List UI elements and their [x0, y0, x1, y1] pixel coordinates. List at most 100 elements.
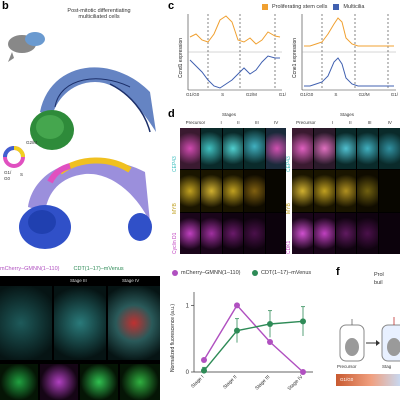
legend-swatch-blue	[333, 4, 340, 10]
data-point	[267, 321, 273, 327]
image-tile	[54, 286, 106, 360]
panel-f-label: f	[336, 266, 340, 278]
image-tile	[335, 128, 357, 170]
panel-e-legend: mCherry–GMNN(1–110) CDT(1–17)–mVenus	[0, 266, 124, 272]
image-tile	[313, 212, 335, 254]
data-point	[300, 369, 306, 375]
microscopy-grid-left	[180, 128, 286, 254]
umap-plots	[3, 32, 156, 249]
stages-title-left: Stages	[222, 112, 237, 117]
series-line	[203, 320, 304, 372]
image-tile	[180, 212, 201, 254]
image-tile	[244, 128, 265, 170]
image-tile	[222, 212, 244, 254]
row-label-cep43-left: CEP43	[172, 156, 178, 172]
row-label-cyclind1-left: Cyclin D1	[172, 232, 178, 254]
line-plot-ylabel: Normalized fluorescence (a.u.)	[170, 303, 176, 372]
image-tile	[222, 128, 244, 170]
legend-marker-purple	[172, 270, 178, 276]
image-tile	[335, 212, 357, 254]
cell-schematic	[339, 317, 400, 362]
expression-plots	[187, 14, 396, 91]
panel-c-legend: Proliferating stem cells Multicilia	[262, 4, 364, 10]
image-tile	[40, 364, 78, 400]
cell-cycle-bar: G1/G0	[336, 374, 400, 386]
xticks-left: G1/G0 S G2/M G1/	[186, 92, 286, 97]
image-tile	[265, 212, 286, 254]
image-tile	[222, 170, 244, 212]
row-label-cdk1-right: CDK1	[286, 240, 292, 254]
col-headers-right: Precursor I II III IV	[296, 120, 392, 125]
y-tick-label: 1	[186, 303, 190, 309]
fluorescence-line-plot: 0 1 Stage I Stage II Stage III Stage IV	[186, 292, 313, 392]
x-tick-label: Stage IV	[287, 374, 305, 392]
image-tile	[180, 170, 201, 212]
cell-cycle-wheel-icon	[3, 146, 25, 168]
x-tick-label: Stage II	[222, 374, 238, 390]
image-tile	[265, 170, 286, 212]
x-tick-label: Stage III	[254, 374, 271, 391]
wheel-g2m-label: G2/M	[26, 140, 38, 145]
data-point	[267, 339, 273, 345]
image-tile	[244, 170, 265, 212]
image-tile	[244, 212, 265, 254]
row-label-myb-right: MYB	[286, 203, 292, 214]
data-point	[234, 327, 240, 334]
legend-swatch-orange	[262, 4, 268, 10]
data-point	[201, 357, 207, 363]
image-tile	[379, 170, 400, 212]
ylabel-ccne1: Ccne1 expression	[292, 37, 298, 78]
xticks-right: G1/G0 S G2/M G1/	[300, 92, 398, 97]
row-label-cep43-right: CEP43	[286, 156, 292, 172]
panel-f-text2: buil	[374, 280, 383, 286]
precursor-label: Precursor	[337, 364, 357, 369]
image-tile	[201, 128, 222, 170]
panel-c-label: c	[168, 0, 175, 12]
image-tile	[201, 170, 222, 212]
wheel-s-label: S	[20, 172, 24, 177]
precursor-cell-icon	[339, 319, 365, 362]
ylabel-ccnd1: Ccnd1 expression	[178, 37, 184, 78]
legend-entry-mcherry: mCherry–GMNN(1–110)	[172, 270, 241, 276]
image-tile	[357, 170, 379, 212]
stage-cell-icon	[381, 317, 400, 362]
umap-upper	[30, 67, 156, 150]
panel-f-text1: Prol	[374, 272, 384, 278]
image-tile	[292, 170, 313, 212]
stage-label: Stag	[382, 364, 392, 369]
image-tile	[335, 170, 357, 212]
microscopy-grid-right	[292, 128, 400, 254]
arrow-right-icon	[366, 340, 380, 346]
stage-iii-label: Stage III	[70, 278, 87, 283]
data-point	[300, 318, 306, 325]
image-tile	[357, 212, 379, 254]
x-tick-label: Stage I	[190, 374, 205, 389]
series-line	[203, 304, 304, 373]
image-tile	[265, 128, 286, 170]
image-tile	[379, 212, 400, 254]
image-tile	[0, 364, 38, 400]
panel-b-label: b	[2, 0, 9, 12]
image-tile	[292, 212, 313, 254]
data-point	[201, 367, 207, 374]
y-tick-label: 0	[186, 370, 190, 376]
panel-e-images: Stage III Stage IV	[0, 276, 160, 400]
col-headers-left: Precursor I II III IV	[185, 120, 279, 125]
image-tile	[0, 286, 52, 360]
umap-lower	[19, 157, 152, 249]
legend-marker-green	[252, 270, 258, 276]
image-tile	[379, 128, 400, 170]
image-tile	[313, 128, 335, 170]
image-tile	[80, 364, 118, 400]
image-tile	[120, 364, 160, 400]
panel-b-title: Post-mitotic differentiating multiciliat…	[67, 8, 131, 20]
legend-entry-mvenus: CDT(1–17)–mVenus	[252, 270, 311, 276]
wheel-g1-label: G1/	[4, 170, 12, 175]
panel-d-label: d	[168, 108, 175, 120]
wheel-g0-label: G0	[4, 176, 11, 181]
image-tile	[357, 128, 379, 170]
image-tile	[201, 212, 222, 254]
image-tile	[108, 286, 160, 360]
stage-iv-label: Stage IV	[122, 278, 140, 283]
image-tile	[180, 128, 201, 170]
